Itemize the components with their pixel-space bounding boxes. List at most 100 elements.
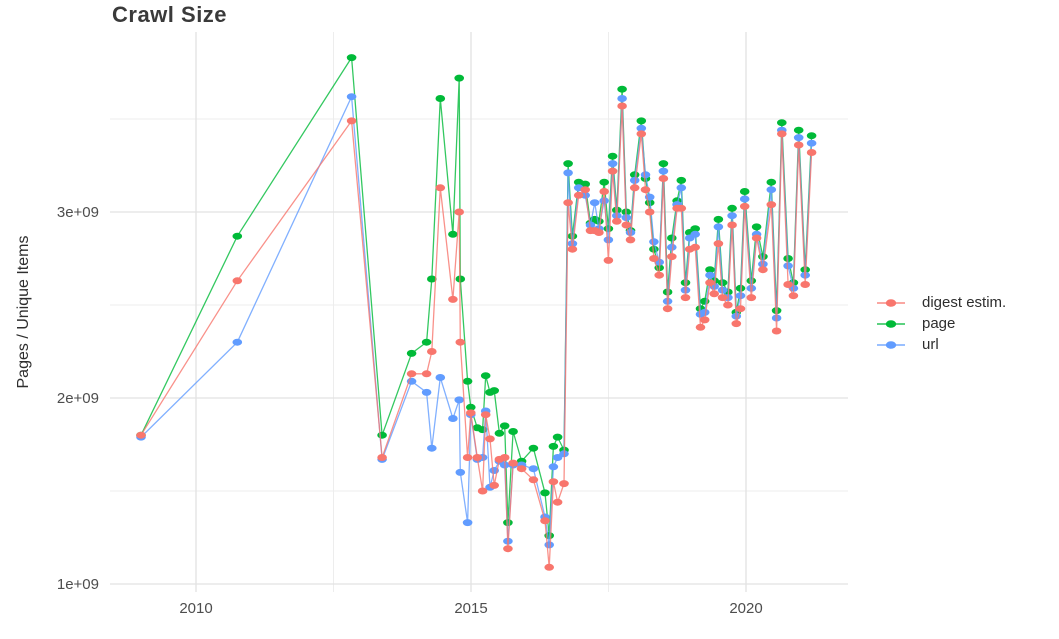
data-point [731,320,742,328]
data-point [580,180,590,188]
data-point [676,204,687,212]
data-point [667,243,677,251]
data-point [617,85,627,93]
data-point [594,217,604,225]
x-tick-label: 2010 [179,600,212,617]
data-point [427,275,437,283]
data-point [462,377,473,385]
data-point [406,349,417,357]
data-point [485,435,495,443]
data-point [751,234,762,242]
data-point [462,519,473,527]
data-point [717,294,728,302]
series-line [140,55,813,536]
data-point [640,171,651,179]
data-point [758,266,768,274]
data-point [377,454,387,461]
data-point [599,178,609,186]
data-point [435,95,446,102]
data-point [751,223,762,231]
data-point [800,281,810,288]
data-point [777,119,787,127]
series-url [136,93,817,549]
data-point [544,541,554,549]
data-point [658,175,669,182]
data-point [552,454,563,461]
data-point [346,54,357,62]
data-point [644,208,655,216]
data-point [793,141,804,149]
data-point [739,188,750,195]
legend: digest estim. page url [876,292,1006,355]
data-point [346,93,357,101]
data-point [448,230,458,238]
data-point [636,124,647,132]
data-point [621,221,632,229]
data-point [563,169,573,177]
y-tick-label: 1e+09 [57,576,99,593]
data-point [793,126,804,134]
data-point [690,225,700,233]
legend-item-url: url [876,334,1006,355]
data-point [599,188,609,195]
data-point [636,117,647,125]
data-point [662,305,673,313]
legend-item-digest-estim: digest estim. [876,292,1006,313]
data-point [455,338,466,346]
series-line [140,94,813,545]
data-point [427,444,437,452]
data-point [528,476,539,484]
data-point [466,403,476,411]
chart-title: Crawl Size [112,2,228,27]
series-digest-estim- [136,102,817,571]
data-point [806,149,817,156]
y-axis-title: Pages / Unique Items [15,235,32,389]
data-point [508,428,518,435]
data-point [705,266,715,274]
data-point [580,186,590,194]
legend-key-digest-estim-icon [877,298,905,307]
data-point [448,415,458,422]
data-point [544,563,554,571]
data-point [494,429,505,437]
data-point [612,217,622,225]
data-point [699,308,710,316]
data-point [552,433,563,441]
data-point [654,271,664,279]
data-point [508,459,518,467]
data-point [735,305,746,313]
data-point [625,236,636,244]
data-point [690,243,700,251]
data-point [548,463,559,471]
x-tick-label: 2020 [729,600,762,617]
data-point [472,454,483,461]
data-point [676,184,687,192]
data-point [421,370,432,378]
data-point [503,545,513,553]
y-tick-label: 3e+09 [57,204,99,221]
data-point [548,442,559,450]
legend-label-digest-estim: digest estim. [922,294,1007,311]
data-point [676,176,687,184]
data-point [573,191,584,199]
data-point [528,465,539,473]
data-point [454,396,465,404]
data-point [699,316,710,324]
data-point [739,195,750,203]
data-point [658,167,669,175]
data-point [455,468,466,476]
data-point [466,409,476,417]
data-point [806,139,817,147]
data-point [793,134,804,142]
data-point [480,372,491,380]
grid-major [110,32,848,592]
data-point [585,221,596,229]
data-point [427,348,437,355]
data-point [454,74,465,82]
data-point [617,102,627,110]
data-point [499,454,510,461]
data-point [462,454,473,461]
data-point [617,95,627,102]
data-point [559,480,569,488]
